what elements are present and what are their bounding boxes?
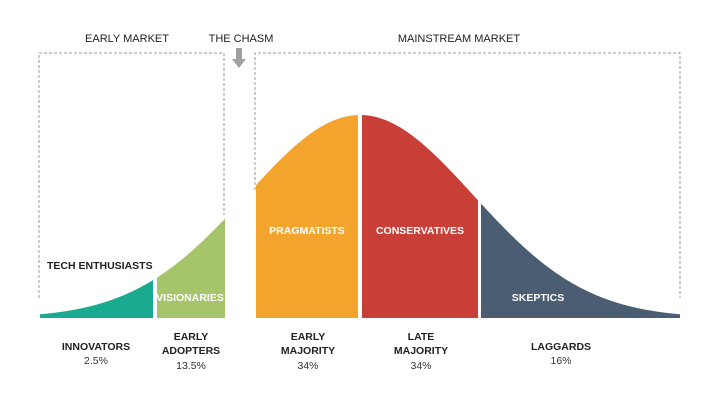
curve-segment-innovators: [40, 280, 153, 318]
curve-segment-early-adopters: [157, 218, 225, 318]
segment-name-early-majority-2: MAJORITY: [281, 345, 335, 357]
segment-name-early-majority-1: EARLY: [291, 331, 326, 343]
segment-name-late-majority-1: LATE: [408, 331, 435, 343]
segment-inner-label-innovators: TECH ENTHUSIASTS: [47, 260, 153, 272]
segment-inner-label-laggards: SKEPTICS: [512, 292, 565, 304]
segment-name-innovators: INNOVATORS: [62, 341, 130, 353]
segment-pct-laggards: 16%: [550, 355, 571, 367]
segment-name-early-adopters-2: ADOPTERS: [162, 345, 220, 357]
early-market-label: EARLY MARKET: [85, 33, 169, 45]
segment-inner-label-early-adopters: VISIONARIES: [156, 292, 224, 304]
arrow-down-icon: [232, 48, 246, 68]
segment-name-early-adopters-1: EARLY: [174, 331, 209, 343]
segment-inner-label-late-majority: CONSERVATIVES: [376, 225, 464, 237]
chasm-label: THE CHASM: [209, 33, 274, 45]
segment-pct-early-majority: 34%: [297, 360, 318, 372]
early-market-bracket: [38, 52, 225, 298]
segment-inner-label-early-majority: PRAGMATISTS: [269, 225, 345, 237]
segment-pct-innovators: 2.5%: [84, 355, 108, 367]
segment-pct-early-adopters: 13.5%: [176, 360, 206, 372]
segment-name-late-majority-2: MAJORITY: [394, 345, 448, 357]
segment-name-laggards: LAGGARDS: [531, 341, 591, 353]
adoption-curve: [40, 115, 680, 318]
segment-pct-late-majority: 34%: [410, 360, 431, 372]
curve-segment-laggards: [481, 203, 680, 318]
mainstream-market-label: MAINSTREAM MARKET: [398, 33, 521, 45]
curve-segment-late-majority: [362, 115, 478, 318]
curve-segment-early-majority: [256, 115, 358, 318]
